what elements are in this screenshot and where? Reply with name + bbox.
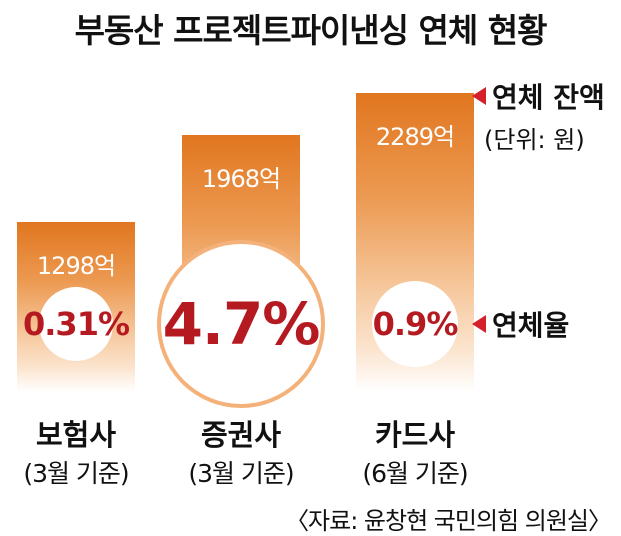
legend-balance-label: 연체 잔액	[492, 81, 605, 114]
source-note: 〈자료: 윤창현 국민의힘 의원실〉	[285, 507, 612, 535]
legend-rate: 연체율	[472, 304, 569, 344]
category-note: (6월 기준)	[362, 459, 468, 488]
rate-circle: 0.31%	[23, 287, 130, 361]
rate-label: 0.9%	[372, 305, 459, 343]
unit-note: (단위: 원)	[484, 126, 585, 154]
bar-value-label: 1968억	[201, 164, 281, 193]
legend-balance: 연체 잔액	[472, 76, 605, 116]
category-label: 카드사	[374, 418, 456, 452]
rate-label: 0.31%	[23, 305, 130, 343]
category-note: (3월 기준)	[23, 459, 129, 488]
triangle-marker-icon	[472, 87, 486, 105]
category-label: 보험사	[35, 418, 117, 452]
bar-value-label: 2289억	[375, 122, 455, 151]
chart-title: 부동산 프로젝트파이낸싱 연체 현황	[74, 11, 548, 50]
triangle-marker-icon	[472, 315, 486, 333]
category-note: (3월 기준)	[188, 459, 294, 488]
rate-circle: 0.9%	[372, 281, 458, 367]
rate-label: 4.7%	[162, 290, 321, 358]
rate-circle: 4.7%	[157, 240, 325, 408]
bar-value-label: 1298억	[36, 252, 116, 281]
legend-rate-label: 연체율	[492, 309, 570, 342]
category-label: 증권사	[200, 418, 282, 452]
